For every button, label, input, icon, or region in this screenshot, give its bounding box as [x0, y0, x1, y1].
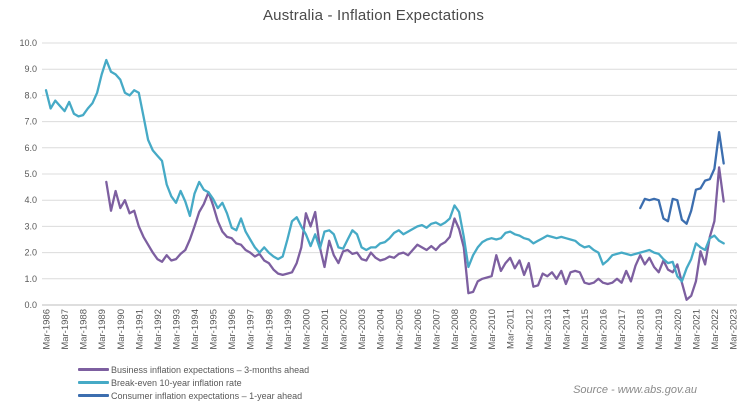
y-axis-tick-label: 1.0: [24, 274, 37, 284]
x-axis-tick-label: Mar-2002: [339, 309, 350, 350]
y-axis-tick-label: 5.0: [24, 169, 37, 179]
x-axis-tick-label: Mar-1993: [171, 309, 182, 350]
breakeven-line: [44, 58, 725, 283]
x-axis-tick-label: Mar-2010: [487, 309, 498, 350]
x-axis-tick-label: Mar-1997: [246, 309, 257, 350]
x-axis-tick-label: Mar-1992: [153, 309, 164, 350]
x-axis-tick-label: Mar-1999: [283, 309, 294, 350]
x-axis-tick-label: Mar-2015: [580, 309, 591, 350]
chart-title: Australia - Inflation Expectations: [262, 7, 485, 24]
x-axis-tick-label: Mar-2009: [469, 309, 480, 350]
y-axis-tick-label: 9.0: [24, 64, 37, 74]
plot-area: 0.0 1.0 2.0 3.0 4.0 5.0 6.0 7.0 8.0 9.0 10.0 Mar-19…: [19, 38, 740, 350]
business-line: [105, 166, 725, 301]
legend-label-business: Business inflation expectations – 3-mont…: [111, 364, 310, 375]
x-axis-tick-label: Mar-1990: [116, 309, 127, 350]
x-axis-tick-label: Mar-1986: [42, 309, 53, 350]
x-axis-tick-label: Mar-2003: [357, 309, 368, 350]
x-axis-tick-label: Mar-2014: [561, 309, 572, 350]
y-axis-tick-label: 6.0: [24, 143, 37, 153]
x-axis-tick-label: Mar-1987: [60, 309, 71, 350]
x-axis-tick-label: Mar-2016: [599, 309, 610, 350]
x-axis-tick-label: Mar-2006: [413, 309, 424, 350]
legend-label-consumer: Consumer inflation expectations – 1-year…: [111, 390, 303, 401]
legend-swatch-breakeven: [78, 381, 109, 384]
y-axis-tick-label: 8.0: [24, 90, 37, 100]
y-axis-tick-label: 3.0: [24, 221, 37, 231]
x-axis-tick-label: Mar-2012: [524, 309, 535, 350]
x-axis-tick-label: Mar-2000: [301, 309, 312, 350]
x-axis-tick-label: Mar-2004: [376, 309, 387, 350]
x-axis-tick-label: Mar-2017: [617, 309, 628, 350]
x-axis-tick-label: Mar-2008: [450, 309, 461, 350]
x-axis-tick-label: Mar-2013: [543, 309, 554, 350]
x-axis-tick-label: Mar-1996: [227, 309, 238, 350]
x-axis-tick-label: Mar-1988: [79, 309, 90, 350]
x-axis-tick-label: Mar-2005: [394, 309, 405, 350]
legend-label-breakeven: Break-even 10-year inflation rate: [111, 377, 242, 388]
x-axis-tick-label: Mar-2001: [320, 309, 331, 350]
source-attribution: Source - www.abs.gov.au: [573, 384, 697, 396]
x-axis-tick-label: Mar-1998: [264, 309, 275, 350]
legend-item-consumer: Consumer inflation expectations – 1-year…: [78, 390, 309, 401]
x-axis-tick-label: Mar-2019: [654, 309, 665, 350]
x-axis-tick-label: Mar-2007: [431, 309, 442, 350]
x-axis-tick-label: Mar-2018: [636, 309, 647, 350]
y-axis-tick-label: 10.0: [19, 38, 37, 48]
x-axis-tick-label: Mar-1994: [190, 309, 201, 350]
x-axis-tick-label: Mar-2021: [691, 309, 702, 350]
legend-swatch-business: [78, 368, 109, 371]
y-axis-tick-label: 0.0: [24, 300, 37, 310]
x-axis-tick-label: Mar-2022: [710, 309, 721, 350]
legend-item-breakeven: Break-even 10-year inflation rate: [78, 377, 309, 388]
legend: Business inflation expectations – 3-mont…: [78, 364, 309, 401]
consumer-line: [639, 130, 725, 225]
legend-swatch-consumer: [78, 394, 109, 397]
y-axis-tick-label: 7.0: [24, 117, 37, 127]
x-axis-tick-label: Mar-1989: [97, 309, 108, 350]
y-axis-tick-label: 2.0: [24, 248, 37, 258]
y-axis-tick-label: 4.0: [24, 195, 37, 205]
x-axis-tick-label: Mar-1991: [134, 309, 145, 350]
x-axis-tick-label: Mar-2023: [729, 309, 740, 350]
x-axis-tick-label: Mar-2011: [506, 309, 517, 349]
legend-item-business: Business inflation expectations – 3-mont…: [78, 364, 309, 375]
x-axis-tick-label: Mar-2020: [673, 309, 684, 350]
x-axis-tick-label: Mar-1995: [209, 309, 220, 350]
